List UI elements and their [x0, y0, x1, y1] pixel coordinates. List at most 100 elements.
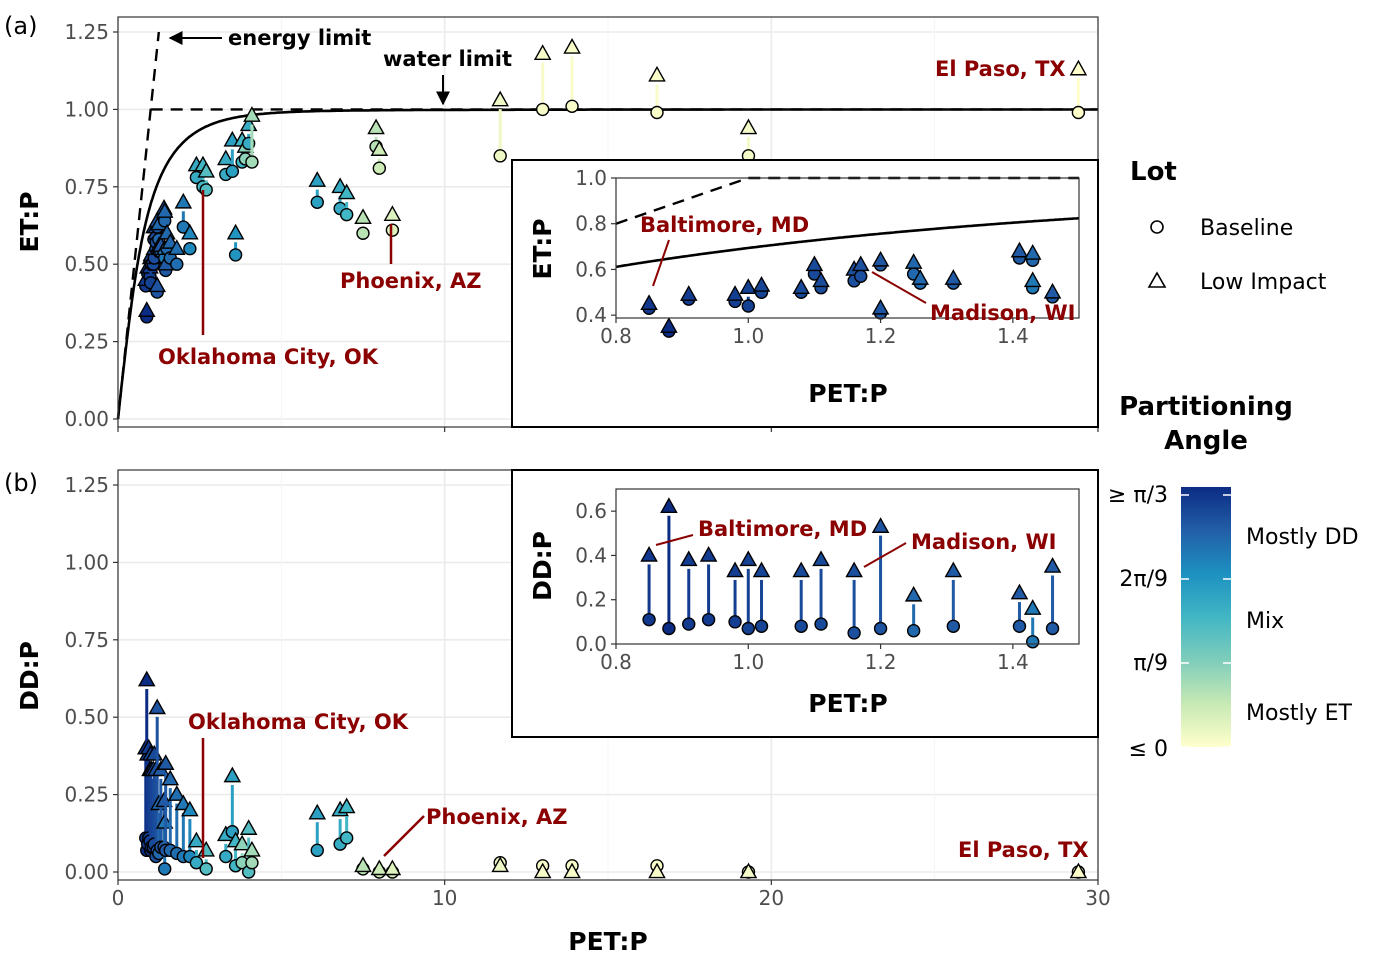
inset-b-xtick-label: 1.2	[865, 650, 897, 674]
baltimore-label-b: Baltimore, MD	[698, 517, 867, 541]
inset-a-low-impact-point	[1010, 241, 1029, 258]
madison-leader-a	[871, 271, 927, 304]
phoenix-leader-b	[383, 815, 425, 857]
legend-angle-colorbar-ticks	[1181, 494, 1231, 748]
inset-b-low-impact-point	[792, 561, 810, 578]
panel-b-low-impact-point	[491, 856, 509, 873]
inset-b-baseline-point	[794, 619, 808, 633]
legend-angle-label-et: Mostly ET	[1246, 701, 1353, 726]
inset-b-low-impact-point	[871, 517, 890, 533]
baltimore-leader-a	[652, 239, 670, 287]
inset-b-baseline-point	[1045, 621, 1060, 636]
inset-a-low-impact-point	[792, 278, 810, 295]
panel-a-ytick-label: 0.25	[64, 330, 109, 354]
panel-a-low-impact-point	[308, 171, 327, 187]
panel-b-low-impact-point	[156, 754, 175, 770]
inset-b-baseline-point	[1025, 635, 1040, 649]
legend-angle-label-mix: Mix	[1246, 609, 1284, 634]
panel-b-baseline-point	[219, 849, 233, 864]
panel-b-xtick-label: 20	[759, 886, 784, 910]
panel-a-baseline-point	[339, 207, 354, 222]
panel-b-ytick-label: 1.25	[64, 473, 109, 497]
panel-b-low-impact-point	[533, 862, 552, 879]
inset-a-ytick-label: 1.0	[575, 166, 607, 190]
inset-b-low-impact-point	[726, 561, 744, 578]
legend-angle: Partitioning Angle ≥ π/3 2π/9 π/9 ≤ 0 Mo…	[1108, 392, 1359, 762]
panel-a-baseline-point	[650, 105, 664, 120]
panel-a-low-impact-point	[137, 301, 156, 317]
panel-b-low-impact-point	[148, 698, 166, 715]
panel-a-ytick-label: 0.75	[64, 175, 109, 199]
inset-budyko-curve	[615, 216, 1080, 269]
inset-a-low-impact-point	[871, 298, 890, 315]
panel-a-baseline-point	[493, 149, 507, 163]
inset-b-baseline-point	[728, 615, 742, 629]
panel-a-baseline-point	[385, 223, 400, 237]
panel-a-low-impact-point	[383, 205, 402, 221]
panel-a-low-impact-point	[155, 202, 174, 218]
inset-a-xtick-label: 1.2	[865, 324, 897, 348]
panel-b-low-impact-point	[243, 840, 261, 857]
panel-b-low-impact-point	[739, 862, 758, 879]
inset-a-low-impact-point	[1043, 282, 1062, 299]
panel-b-low-impact-point	[648, 862, 666, 879]
inset-a-low-impact-point	[805, 255, 824, 272]
panel-b-baseline-point	[158, 862, 172, 876]
inset-b-baseline-point	[847, 626, 861, 640]
panel-b-low-impact-point	[1069, 862, 1088, 879]
panel-b-inset: 0.8 1.0 1.2 1.4 0.0 0.2 0.4 0.6 DD:P PET:P Balt…	[511, 469, 1099, 738]
panel-b-baseline-point	[310, 843, 324, 858]
panel-a-low-impact-point	[243, 106, 261, 122]
legend-baseline-symbol	[1150, 220, 1164, 234]
legend-low-impact-label: Low Impact	[1200, 270, 1327, 295]
panel-b-low-impact-point	[337, 797, 356, 814]
panel-a-low-impact-point	[354, 208, 372, 225]
panel-a-ticks: 0.00 0.25 0.50 0.75 1.00 1.25	[64, 20, 1099, 432]
panel-a-ytick-label: 0.50	[64, 252, 109, 276]
inset-a-ytick-label: 0.4	[575, 303, 607, 327]
legend-angle-label-dd: Mostly DD	[1246, 525, 1359, 550]
panel-b-low-impact-point	[168, 785, 186, 801]
panel-b-ytick-label: 0.50	[64, 705, 109, 729]
panel-b-xtick-label: 10	[432, 886, 457, 910]
inset-a-low-impact-point	[812, 271, 830, 288]
panel-a-baseline-point	[372, 161, 387, 175]
inset-b-xtick-label: 1.0	[732, 650, 764, 674]
inset-a-low-impact-point	[1023, 271, 1042, 288]
panel-a-low-impact-point	[181, 223, 199, 240]
legend-angle-colorbar	[1181, 487, 1231, 747]
inset-b-low-impact-point	[1010, 583, 1029, 600]
inset-a-low-impact-point	[726, 285, 744, 301]
panel-b-baseline-point	[189, 856, 204, 870]
panel-b: 0 10 20 30 0.00 0.25 0.50 0.75 1.00 1.25 (b) DD:P…	[4, 469, 1111, 956]
inset-a-ticks: 0.8 1.0 1.2 1.4 0.4 0.6 0.8 1.0	[575, 166, 1029, 348]
inset-a-low-impact-point	[1023, 243, 1042, 260]
inset-b-ytick-label: 0.6	[575, 499, 607, 523]
inset-b-low-impact-point	[660, 497, 678, 514]
panel-a-low-impact-point	[367, 118, 385, 135]
legend-low-impact-symbol	[1147, 271, 1167, 288]
inset-b-low-impact-point	[944, 561, 963, 578]
inset-b-ytick-label: 0.0	[575, 632, 607, 656]
panel-a-tag: (a)	[4, 12, 37, 40]
inset-b-low-impact-point	[640, 545, 658, 562]
inset-b-baseline-point	[662, 621, 676, 636]
panel-b-ytick-label: 1.00	[64, 550, 109, 574]
inset-b-low-impact-point	[739, 550, 758, 567]
inset-b-points	[640, 497, 1062, 649]
panel-a-low-impact-point	[648, 65, 666, 82]
legend-lot: Lot Baseline Low Impact	[1130, 157, 1327, 295]
panel-b-points	[136, 670, 1088, 879]
water-limit-label: water limit	[383, 47, 512, 71]
panel-a-ytick-label: 0.00	[64, 407, 109, 431]
okc-label-b: Oklahoma City, OK	[188, 710, 409, 734]
panel-a-low-impact-point	[337, 183, 356, 200]
panel-a-reference-lines	[116, 31, 1098, 420]
panel-a-low-impact-point	[739, 118, 758, 135]
inset-b-baseline-point	[1012, 619, 1027, 633]
inset-a-low-impact-point	[640, 294, 658, 311]
panel-b-low-impact-point	[161, 769, 180, 786]
panel-a-low-impact-point	[563, 38, 581, 54]
inset-b-baseline-point	[906, 624, 921, 638]
